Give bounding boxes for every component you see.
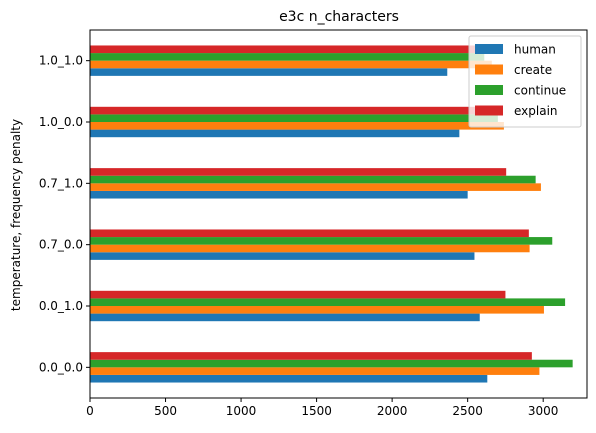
y-tick-label: 0.0_1.0 xyxy=(39,299,83,313)
legend-label-human: human xyxy=(514,43,556,57)
bar-human-0.7_0.0 xyxy=(90,252,475,260)
bar-continue-0.7_1.0 xyxy=(90,175,536,184)
plot-marks xyxy=(90,45,573,383)
bar-explain-1.0_1.0 xyxy=(90,45,492,54)
legend-swatch-continue xyxy=(475,85,503,95)
legend: human create continue explain xyxy=(468,35,582,128)
bar-human-0.0_1.0 xyxy=(90,313,480,322)
bar-human-1.0_0.0 xyxy=(90,129,460,138)
y-axis-label: temperature, frequency penalty xyxy=(9,119,23,311)
plot-frame xyxy=(89,29,588,399)
legend-swatch-explain xyxy=(475,105,503,116)
axis-ticks: 0.0_0.0 0.0_1.0 0.7_0.0 0.7_1.0 1.0_0.0 1.0_1… xyxy=(39,54,559,418)
x-tick-label: 2000 xyxy=(377,404,408,418)
bar-continue-0.7_0.0 xyxy=(90,237,553,245)
bar-create-1.0_1.0 xyxy=(90,60,492,69)
bar-continue-1.0_1.0 xyxy=(90,53,485,61)
bar-create-0.7_1.0 xyxy=(90,183,541,191)
legend-box xyxy=(468,35,582,128)
y-tick-label: 0.7_0.0 xyxy=(39,238,83,252)
bar-explain-0.0_0.0 xyxy=(90,352,532,360)
chart-title: e3c n_characters xyxy=(279,9,399,25)
bar-continue-0.0_0.0 xyxy=(90,359,573,368)
x-tick-label: 2500 xyxy=(452,404,483,418)
y-tick-label: 0.7_1.0 xyxy=(39,176,83,190)
bar-human-1.0_1.0 xyxy=(90,68,448,76)
bar-human-0.7_1.0 xyxy=(90,190,468,199)
bar-explain-0.7_1.0 xyxy=(90,168,507,176)
bar-create-0.7_0.0 xyxy=(90,244,530,253)
y-tick-label: 1.0_0.0 xyxy=(39,115,83,129)
legend-label-continue: continue xyxy=(514,84,566,98)
x-tick-label: 1000 xyxy=(226,404,257,418)
x-tick-label: 0 xyxy=(86,404,94,418)
bar-explain-0.0_1.0 xyxy=(90,290,506,299)
y-tick-label: 1.0_1.0 xyxy=(39,54,83,68)
bar-continue-0.0_1.0 xyxy=(90,298,566,306)
x-tick-label: 3000 xyxy=(528,404,559,418)
x-tick-label: 1500 xyxy=(301,404,332,418)
bar-continue-1.0_0.0 xyxy=(90,114,498,122)
bar-create-0.0_1.0 xyxy=(90,306,544,314)
bar-create-1.0_0.0 xyxy=(90,122,504,130)
bar-human-0.0_0.0 xyxy=(90,374,488,383)
bar-explain-0.7_0.0 xyxy=(90,229,529,238)
y-tick-label: 0.0_0.0 xyxy=(39,360,83,374)
legend-swatch-create xyxy=(475,64,503,75)
legend-swatch-human xyxy=(475,44,503,54)
bar-create-0.0_0.0 xyxy=(90,367,540,375)
legend-label-create: create xyxy=(514,63,552,77)
x-tick-label: 500 xyxy=(154,404,177,418)
bar-explain-1.0_0.0 xyxy=(90,106,501,115)
legend-label-explain: explain xyxy=(514,104,558,118)
